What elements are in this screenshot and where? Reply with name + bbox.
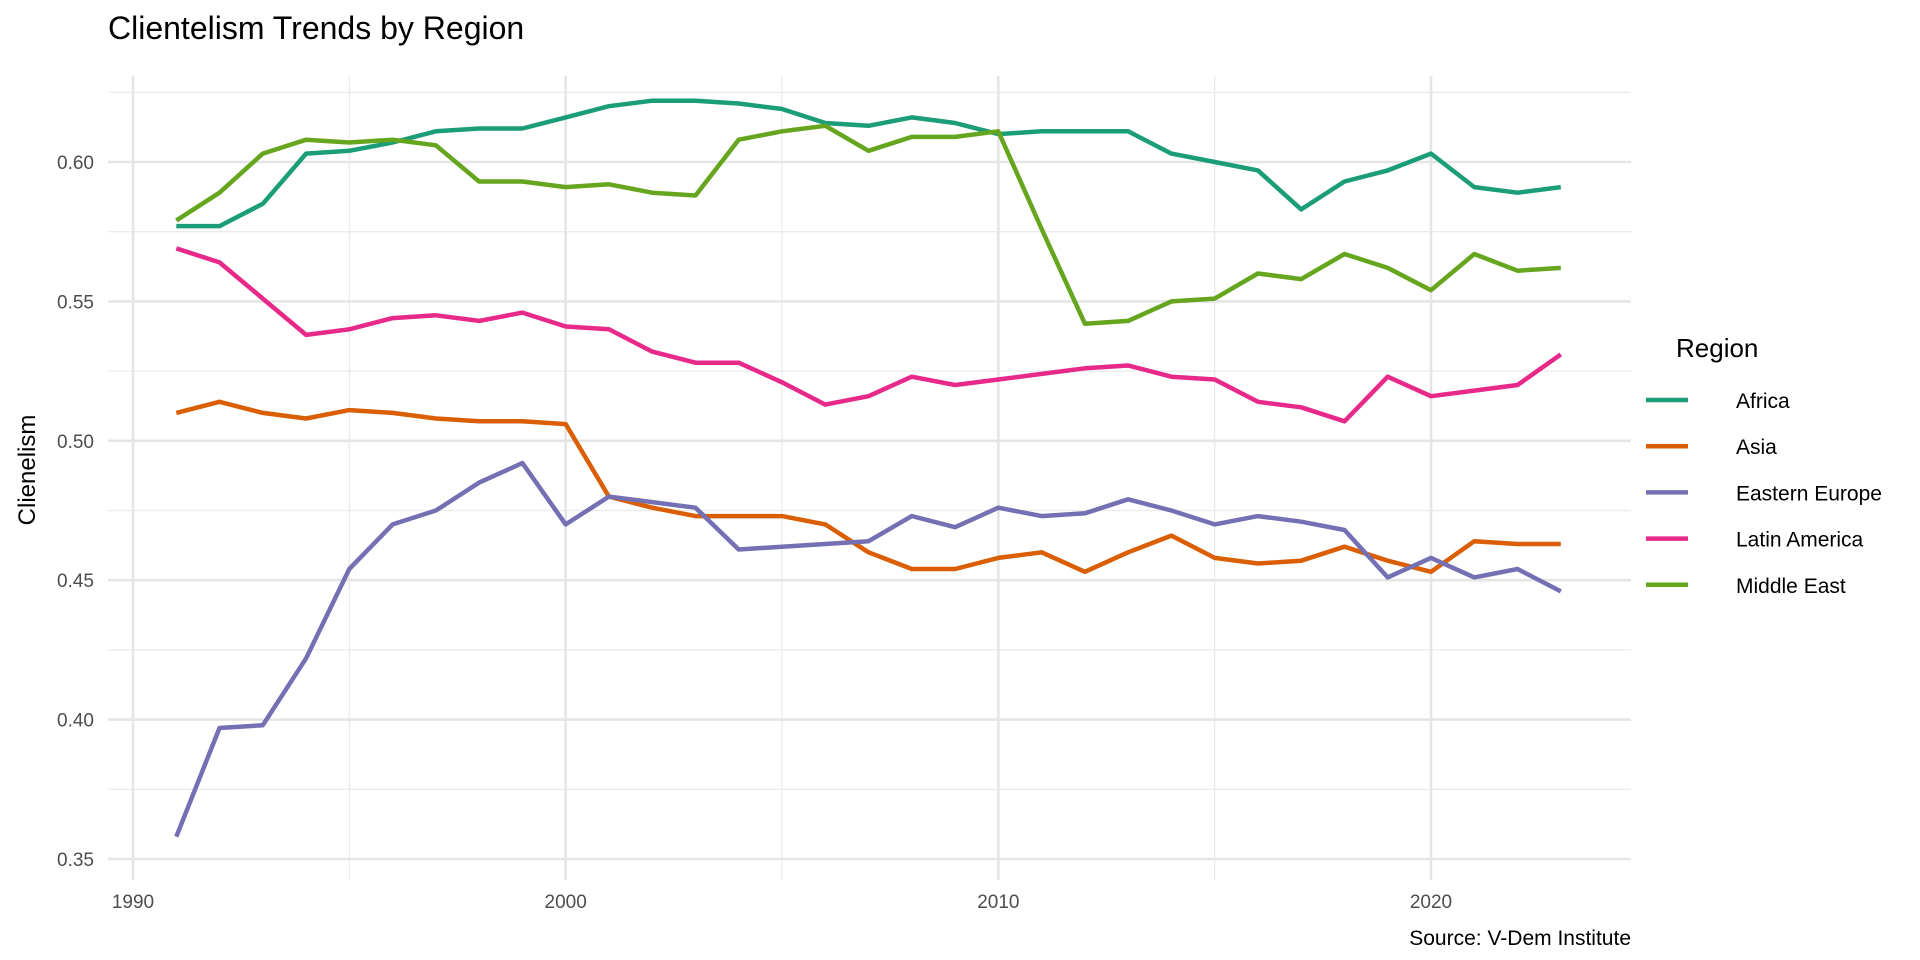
series-line-middle-east bbox=[175, 123, 1561, 326]
x-axis-ticks: 1990 2000 2010 2020 bbox=[112, 892, 1452, 913]
y-axis-title: Clienelism bbox=[14, 415, 41, 526]
legend-label: Middle East bbox=[1736, 575, 1846, 598]
legend-item: Eastern Europe bbox=[1646, 482, 1882, 505]
legend-item: Africa bbox=[1646, 390, 1790, 413]
legend-label: Eastern Europe bbox=[1736, 482, 1882, 505]
y-tick-label: 0.60 bbox=[57, 153, 94, 174]
grid bbox=[108, 76, 1631, 880]
series-line-africa bbox=[176, 98, 1562, 229]
y-tick-label: 0.50 bbox=[57, 432, 94, 453]
x-tick-label: 1990 bbox=[112, 892, 154, 913]
legend-label: Latin America bbox=[1736, 529, 1864, 552]
legend-title: Region bbox=[1676, 333, 1758, 363]
legend: Region Africa Asia Eastern Europe Latin Ame… bbox=[1646, 333, 1882, 598]
y-tick-label: 0.35 bbox=[57, 850, 94, 871]
y-tick-label: 0.40 bbox=[57, 711, 94, 732]
legend-label: Africa bbox=[1736, 390, 1790, 413]
caption: Source: V-Dem Institute bbox=[1409, 927, 1631, 950]
y-tick-label: 0.55 bbox=[57, 292, 94, 313]
legend-item: Middle East bbox=[1646, 575, 1846, 598]
chart-title: Clientelism Trends by Region bbox=[108, 10, 524, 46]
x-tick-label: 2010 bbox=[977, 892, 1019, 913]
y-tick-label: 0.45 bbox=[57, 571, 94, 592]
y-axis-ticks: 0.35 0.40 0.45 0.50 0.55 0.60 bbox=[57, 153, 94, 871]
x-tick-label: 2000 bbox=[545, 892, 587, 913]
x-tick-label: 2020 bbox=[1410, 892, 1452, 913]
series-line-eastern-europe bbox=[174, 460, 1562, 838]
legend-item: Asia bbox=[1646, 436, 1777, 459]
series-lines bbox=[174, 98, 1563, 838]
legend-item: Latin America bbox=[1646, 529, 1864, 552]
legend-label: Asia bbox=[1736, 436, 1777, 459]
series-line-asia bbox=[175, 399, 1561, 575]
series-line-latin-america bbox=[175, 246, 1563, 424]
